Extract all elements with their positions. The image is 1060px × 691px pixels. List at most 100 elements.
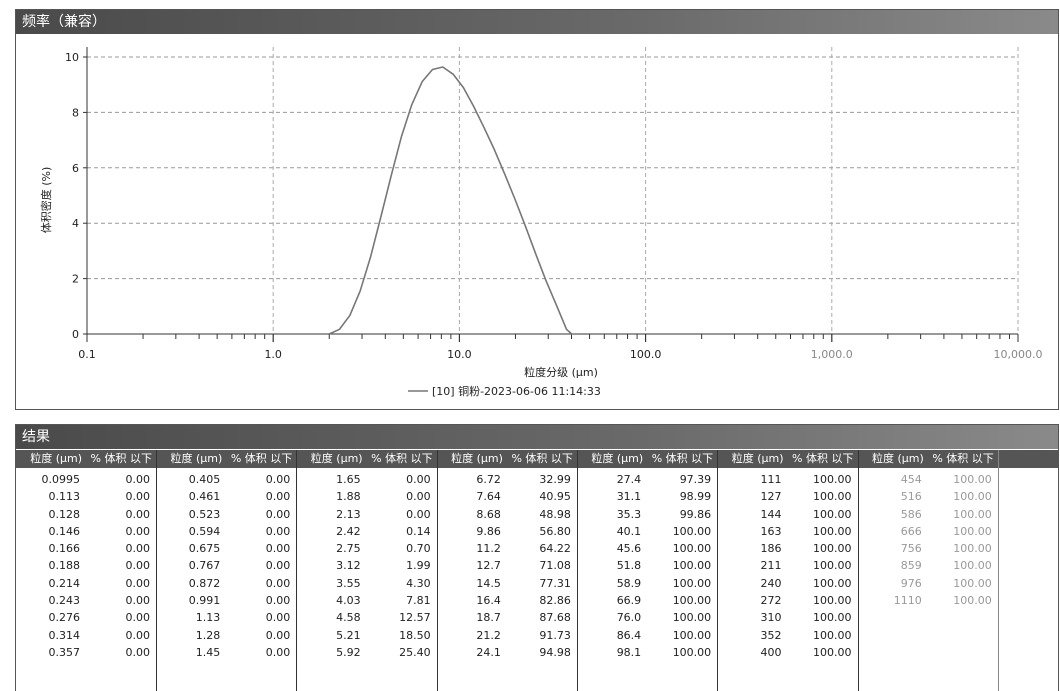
size-header: 粒度 (μm): [718, 450, 788, 468]
size-value: 400: [718, 644, 788, 661]
size-value: 240: [718, 575, 788, 592]
percent-value: 0.00: [226, 627, 296, 644]
size-value: 3.55: [297, 575, 367, 592]
y-tick-label: 0: [72, 328, 79, 341]
percent-value: 100.00: [928, 575, 998, 592]
percent-value: 0.00: [86, 488, 156, 505]
size-value: 35.3: [577, 506, 647, 523]
size-value: 0.243: [16, 592, 86, 609]
size-value: 0.523: [156, 506, 226, 523]
size-value: 211: [718, 557, 788, 574]
size-value: 3.12: [297, 557, 367, 574]
percent-value: 87.68: [507, 609, 577, 626]
percent-value: 0.00: [86, 609, 156, 626]
percent-value: 100.00: [788, 523, 858, 540]
size-value: 111: [718, 471, 788, 488]
percent-value: 0.00: [226, 488, 296, 505]
percent-value: 0.00: [86, 471, 156, 488]
size-value: 272: [718, 592, 788, 609]
size-value: 1.45: [156, 644, 226, 661]
percent-value: 0.00: [86, 627, 156, 644]
size-value: 11.2: [437, 540, 507, 557]
x-tick-label: 0.1: [78, 348, 96, 361]
percent-value: 0.00: [226, 471, 296, 488]
size-value: 0.146: [16, 523, 86, 540]
size-value: 586: [858, 506, 928, 523]
percent-value: 0.14: [367, 523, 437, 540]
percent-value: 94.98: [507, 644, 577, 661]
size-value: 163: [718, 523, 788, 540]
percent-value: 100.00: [928, 471, 998, 488]
percent-value: 100.00: [788, 609, 858, 626]
percent-value: 100.00: [788, 592, 858, 609]
percent-value: 0.00: [86, 592, 156, 609]
percent-under-header: % 体积 以下: [788, 450, 858, 468]
percent-value: 25.40: [367, 644, 437, 661]
size-value: 5.21: [297, 627, 367, 644]
x-tick-label: 100.0: [630, 348, 662, 361]
percent-value: 0.00: [86, 523, 156, 540]
size-value: 66.9: [577, 592, 647, 609]
y-tick-label: 6: [72, 162, 79, 175]
size-value: 127: [718, 488, 788, 505]
percent-value: 100.00: [788, 627, 858, 644]
size-value: 0.357: [16, 644, 86, 661]
series-line: [329, 67, 582, 334]
size-value: 45.6: [577, 540, 647, 557]
y-tick-label: 4: [72, 217, 79, 230]
size-value: 352: [718, 627, 788, 644]
size-value: 24.1: [437, 644, 507, 661]
percent-value: 0.00: [226, 644, 296, 661]
size-value: 86.4: [577, 627, 647, 644]
percent-value: 100.00: [788, 471, 858, 488]
percent-value: 98.99: [647, 488, 717, 505]
size-value: 0.594: [156, 523, 226, 540]
percent-value: 0.00: [86, 575, 156, 592]
x-tick-label: 10.0: [447, 348, 472, 361]
y-tick-label: 8: [72, 106, 79, 119]
size-value: 0.767: [156, 557, 226, 574]
percent-value: 56.80: [507, 523, 577, 540]
size-header: 粒度 (μm): [297, 450, 367, 468]
size-header: 粒度 (μm): [858, 450, 928, 468]
percent-value: 4.30: [367, 575, 437, 592]
percent-value: 0.70: [367, 540, 437, 557]
size-value: 454: [858, 471, 928, 488]
percent-under-header: % 体积 以下: [367, 450, 437, 468]
